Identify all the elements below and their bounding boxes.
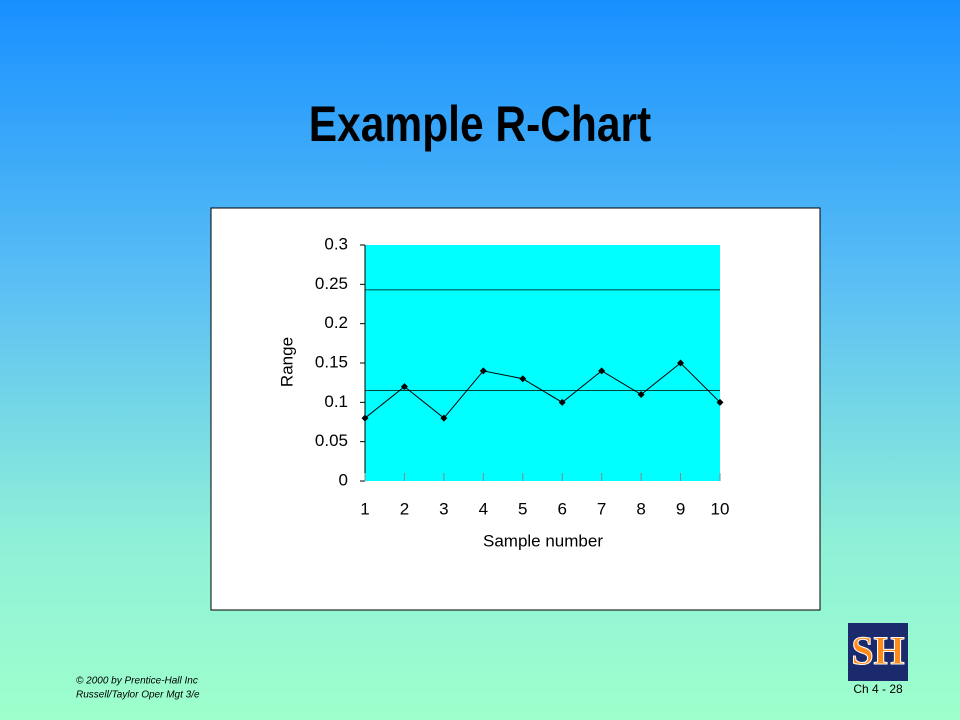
- x-tick-label: 1: [360, 499, 369, 518]
- data-point: [677, 359, 685, 367]
- data-point: [637, 390, 645, 398]
- data-point: [479, 367, 487, 375]
- y-tick-label: 0.2: [324, 313, 348, 332]
- x-tick-label: 3: [439, 499, 448, 518]
- data-point: [440, 414, 448, 422]
- x-tick-label: 2: [400, 499, 409, 518]
- y-tick-label: 0.05: [315, 431, 348, 450]
- y-tick-label: 0.25: [315, 274, 348, 293]
- y-tick-label: 0.3: [324, 234, 348, 253]
- x-tick-label: 5: [518, 499, 527, 518]
- data-point: [519, 375, 527, 383]
- data-point: [400, 383, 408, 391]
- x-tick-label: 10: [711, 499, 730, 518]
- copyright: © 2000 by Prentice-Hall Inc: [76, 676, 198, 687]
- page-number: Ch 4 - 28: [853, 682, 903, 696]
- x-tick-label: 8: [636, 499, 645, 518]
- y-axis-label: Range: [277, 337, 296, 387]
- plot: 0 0.05 0.1 0.15 0.2 0.25 0.3 1 2 3 4 5 6 7 8 9 10: [315, 234, 730, 518]
- data-point: [716, 398, 724, 406]
- slide-title: Example R-Chart: [309, 96, 651, 152]
- data-point: [361, 414, 369, 422]
- data-line: [364, 362, 721, 419]
- y-tick-label: 0.15: [315, 352, 348, 371]
- y-tick-label: 0: [339, 470, 348, 489]
- y-tick-label: 0.1: [324, 392, 348, 411]
- x-tick-label: 6: [557, 499, 566, 518]
- x-tick-label: 9: [676, 499, 685, 518]
- logo: [848, 623, 908, 681]
- plot-area: [365, 245, 720, 481]
- data-point: [598, 367, 606, 375]
- x-tick-label: 7: [597, 499, 606, 518]
- logo-text: SH: [851, 628, 904, 673]
- x-tick-label: 4: [479, 499, 488, 518]
- book-credit: Russell/Taylor Oper Mgt 3/e: [76, 690, 200, 701]
- data-point: [558, 398, 566, 406]
- x-axis-label: Sample number: [483, 531, 603, 550]
